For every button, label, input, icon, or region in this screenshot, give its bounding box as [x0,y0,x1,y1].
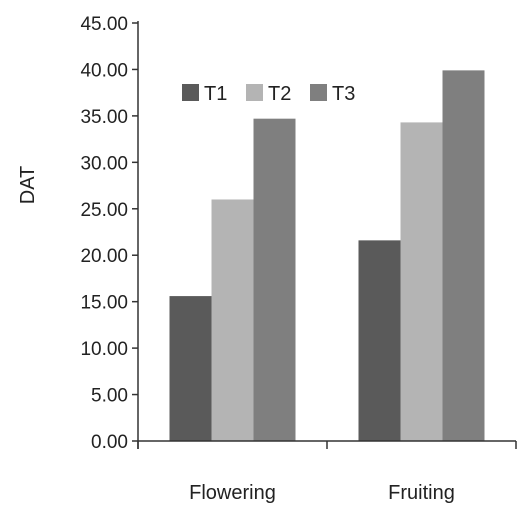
y-tick-label: 15.00 [80,293,128,314]
y-tick-label: 45.00 [80,14,128,35]
legend-label-t1: T1 [204,83,227,105]
y-tick-label: 0.00 [91,432,128,453]
y-axis-title: DAT [17,166,39,205]
bar-t3-flowering [253,118,296,442]
bar-t1-fruiting [358,240,401,441]
category-labels: Flowering Fruiting [189,482,455,504]
y-tick-label: 35.00 [80,107,128,128]
y-tick-label: 20.00 [80,246,128,267]
bar-t3-fruiting [442,70,485,441]
legend-swatch-t3 [310,84,327,101]
bar-t2-flowering [211,199,254,441]
x-category-label: Fruiting [388,482,455,504]
y-tick-label: 40.00 [80,60,128,81]
x-category-label: Flowering [189,482,276,504]
legend-swatch-t2 [246,84,263,101]
y-tick-label: 10.00 [80,339,128,360]
bar-t1-flowering [169,296,212,441]
legend-label-t2: T2 [268,83,291,105]
bar-t2-fruiting [400,122,443,441]
y-tick-label: 25.00 [80,200,128,221]
bars-group [169,70,485,442]
legend: T1 T2 T3 [182,83,355,105]
y-axis-ticks: 0.00 5.00 10.00 15.00 20.00 25.00 30.00 35.00 40… [80,14,138,453]
legend-swatch-t1 [182,84,199,101]
y-tick-label: 30.00 [80,153,128,174]
legend-label-t3: T3 [332,83,355,105]
y-tick-label: 5.00 [91,386,128,407]
axes-group [137,21,517,449]
